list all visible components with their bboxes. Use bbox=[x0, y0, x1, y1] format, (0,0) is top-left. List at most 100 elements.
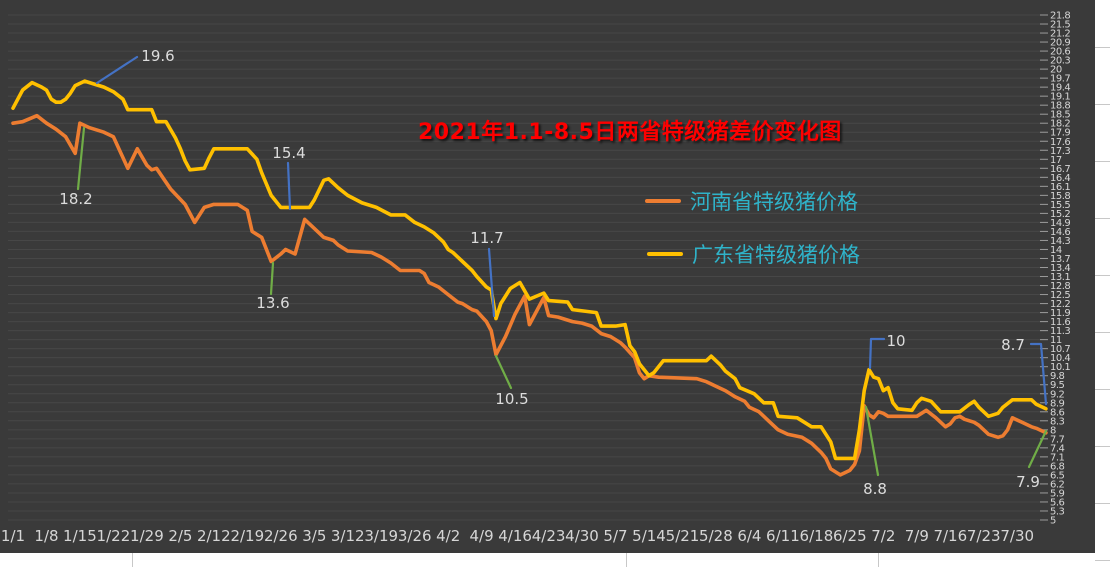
x-axis-label: 4/9 bbox=[470, 527, 494, 545]
y-axis-label: 8.3 bbox=[1050, 416, 1065, 427]
x-axis-label: 1/8 bbox=[34, 527, 58, 545]
x-axis-label: 3/5 bbox=[302, 527, 326, 545]
y-axis-label: 13.4 bbox=[1050, 263, 1070, 274]
x-axis-label: 7/23 bbox=[967, 527, 1001, 545]
callout-line-13.6 bbox=[269, 261, 275, 296]
y-axis-label: 15.5 bbox=[1050, 200, 1070, 211]
y-axis-label: 12.2 bbox=[1050, 299, 1070, 310]
y-axis-label: 16.1 bbox=[1050, 182, 1070, 193]
y-axis-label: 19.1 bbox=[1050, 92, 1070, 103]
y-axis-label: 12.5 bbox=[1050, 290, 1070, 301]
callout-line-10.5 bbox=[494, 354, 513, 390]
y-axis-label: 17.6 bbox=[1050, 137, 1070, 148]
y-axis-label: 13.7 bbox=[1050, 254, 1070, 265]
y-axis-label: 6.5 bbox=[1050, 470, 1065, 481]
x-axis-label: 1/1 bbox=[1, 527, 25, 545]
y-axis-label: 14 bbox=[1050, 245, 1062, 256]
callout-line-8.7 bbox=[1029, 342, 1048, 406]
callout-line-10 bbox=[868, 337, 886, 370]
callout-line-19.6 bbox=[95, 55, 139, 85]
y-axis-label: 6.8 bbox=[1050, 461, 1065, 472]
x-axis-label: 2/26 bbox=[264, 527, 298, 545]
y-axis-label: 19.4 bbox=[1050, 83, 1070, 94]
y-axis-label: 6.2 bbox=[1050, 479, 1065, 490]
y-axis-label: 17.9 bbox=[1050, 128, 1070, 139]
x-axis-label: 7/2 bbox=[871, 527, 895, 545]
y-axis-label: 5.9 bbox=[1050, 488, 1065, 499]
y-axis-label: 12.8 bbox=[1050, 281, 1070, 292]
y-axis-label: 10.7 bbox=[1050, 344, 1070, 355]
y-axis-label: 14.9 bbox=[1050, 218, 1070, 229]
legend-item-henan[interactable]: 河南省特级猪价格 bbox=[645, 186, 858, 216]
y-axis-label: 15.2 bbox=[1050, 209, 1070, 220]
x-axis-label: 3/12 bbox=[331, 527, 365, 545]
data-label-18.2: 18.2 bbox=[59, 190, 92, 208]
x-axis-label: 5/21 bbox=[666, 527, 700, 545]
y-axis-label: 11.3 bbox=[1050, 326, 1070, 337]
callout-line-8.8 bbox=[864, 405, 880, 477]
x-axis-label: 6/11 bbox=[766, 527, 800, 545]
legend-item-guangdong[interactable]: 广东省特级猪价格 bbox=[647, 239, 860, 269]
x-axis-label: 4/2 bbox=[436, 527, 460, 545]
spreadsheet-row-border bbox=[1095, 161, 1110, 162]
x-axis-label: 7/9 bbox=[905, 527, 929, 545]
x-axis-label: 4/16 bbox=[498, 527, 532, 545]
spreadsheet-row-border bbox=[1095, 332, 1110, 333]
spreadsheet-row-border bbox=[1095, 47, 1110, 48]
spreadsheet-row-border bbox=[1095, 104, 1110, 105]
x-axis-label: 5/28 bbox=[699, 527, 733, 545]
x-axis-label: 3/26 bbox=[398, 527, 432, 545]
spreadsheet-right-strip bbox=[1095, 0, 1110, 567]
y-axis-label: 11 bbox=[1050, 335, 1062, 346]
y-axis-label: 21.8 bbox=[1050, 11, 1070, 22]
y-axis-label: 9.8 bbox=[1050, 371, 1065, 382]
spreadsheet-row-border bbox=[1095, 560, 1110, 561]
y-axis-label: 7.1 bbox=[1050, 452, 1065, 463]
x-axis-label: 3/19 bbox=[364, 527, 398, 545]
callout-line-15.4 bbox=[286, 161, 292, 211]
spreadsheet-column-border bbox=[132, 553, 133, 567]
data-label-10.5: 10.5 bbox=[495, 390, 528, 408]
data-label-8.8: 8.8 bbox=[863, 480, 887, 498]
spreadsheet-row-border bbox=[1095, 218, 1110, 219]
x-axis-label: 7/30 bbox=[1000, 527, 1034, 545]
x-axis-label: 6/4 bbox=[737, 527, 761, 545]
y-axis-label: 18.2 bbox=[1050, 119, 1070, 130]
y-axis-label: 20.9 bbox=[1050, 38, 1070, 49]
y-axis-label: 20.6 bbox=[1050, 47, 1070, 58]
x-axis-label: 6/25 bbox=[833, 527, 867, 545]
x-axis-label: 1/15 bbox=[63, 527, 97, 545]
henan-series-swatch bbox=[645, 198, 681, 204]
legend-label-henan: 河南省特级猪价格 bbox=[690, 190, 858, 214]
y-axis-label: 11.9 bbox=[1050, 308, 1070, 319]
y-axis-label: 21.2 bbox=[1050, 29, 1070, 40]
x-axis-label: 7/16 bbox=[933, 527, 967, 545]
spreadsheet-bottom-strip bbox=[0, 553, 1095, 567]
spreadsheet-column-border bbox=[878, 553, 879, 567]
y-axis-label: 16.7 bbox=[1050, 164, 1070, 175]
henan-series-line[interactable] bbox=[11, 113, 1048, 477]
y-axis-label: 10.1 bbox=[1050, 362, 1070, 373]
x-axis-label: 6/18 bbox=[800, 527, 834, 545]
callout-line-7.9 bbox=[1027, 429, 1048, 469]
data-label-7.9: 7.9 bbox=[1016, 473, 1040, 491]
y-axis-label: 9.2 bbox=[1050, 389, 1065, 400]
chart-plot: 21.821.521.220.920.620.32019.719.419.118… bbox=[1, 11, 1071, 546]
y-axis-label: 20 bbox=[1050, 65, 1062, 76]
y-axis-label: 5.6 bbox=[1050, 497, 1065, 508]
data-label-11.7: 11.7 bbox=[470, 229, 503, 247]
y-axis-label: 5.3 bbox=[1050, 506, 1065, 517]
guangdong-series-swatch bbox=[647, 251, 683, 257]
guangdong-series-line[interactable] bbox=[11, 79, 1048, 461]
x-axis-label: 4/23 bbox=[532, 527, 566, 545]
y-axis-label: 15.8 bbox=[1050, 191, 1070, 202]
data-label-15.4: 15.4 bbox=[272, 144, 305, 162]
x-axis-label: 1/29 bbox=[130, 527, 164, 545]
y-axis-label: 14.3 bbox=[1050, 236, 1070, 247]
y-axis-label: 18.8 bbox=[1050, 101, 1070, 112]
y-axis-label: 10.4 bbox=[1050, 353, 1070, 364]
y-axis-label: 16.4 bbox=[1050, 173, 1070, 184]
x-axis-label: 2/12 bbox=[197, 527, 231, 545]
legend-label-guangdong: 广东省特级猪价格 bbox=[692, 243, 860, 267]
